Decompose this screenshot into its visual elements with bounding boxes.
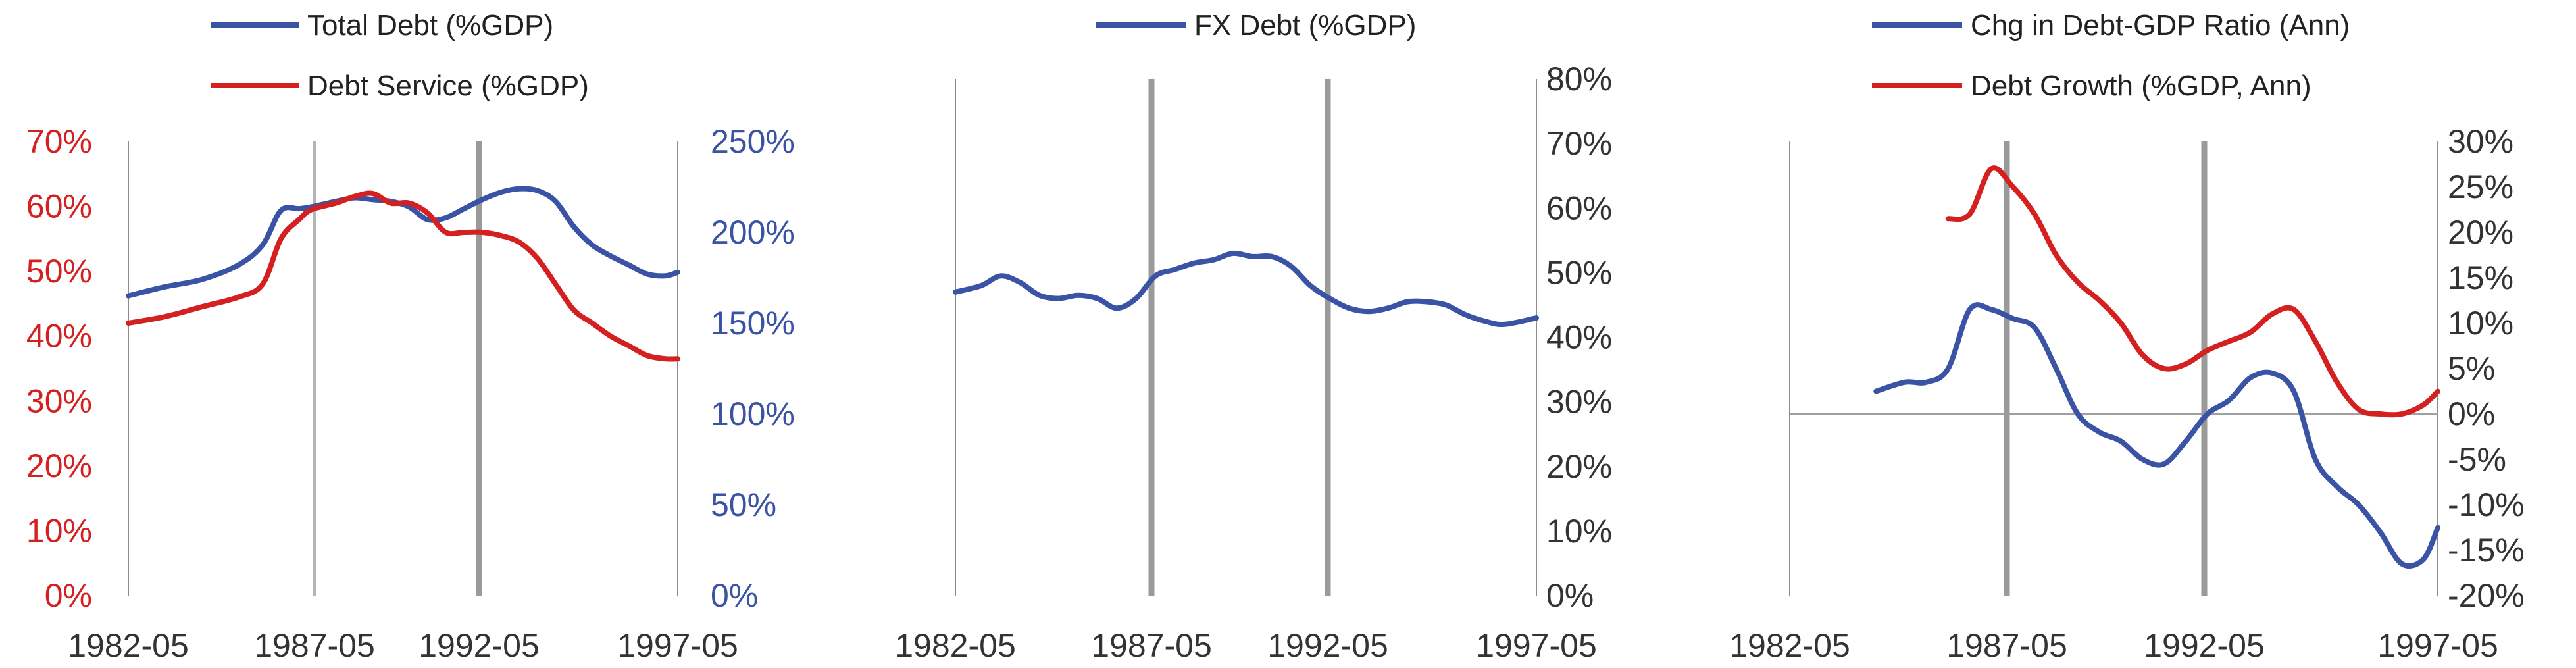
right-tick-label: 60% bbox=[1546, 190, 1612, 226]
x-tick-label: 1997-05 bbox=[1476, 627, 1597, 664]
right-tick-label: 30% bbox=[1546, 384, 1612, 421]
right-axis-ticks: 0% 10% 20% 30% 40% 50% 60% 70% 80% bbox=[1546, 61, 1612, 614]
left-tick-label: 40% bbox=[26, 318, 92, 355]
series-line-debt-service-gdp bbox=[126, 190, 680, 362]
right-tick-label: 5% bbox=[2448, 350, 2495, 387]
right-axis-ticks: -20% -15% -10% -5% 0% 5% 10% 15% 20% 25% 30% bbox=[2448, 123, 2525, 614]
right-tick-label: -15% bbox=[2448, 532, 2525, 569]
x-tick-label: 1982-05 bbox=[895, 627, 1016, 664]
series-line-fx-debt-gdp bbox=[953, 250, 1539, 328]
series-lines bbox=[126, 186, 680, 362]
chart-fx-debt: FX Debt (%GDP) 0% 10% 20% 30% 40% 50% 60% 70% 80… bbox=[895, 9, 1612, 664]
x-axis-ticks: 1982-05 1987-05 1992-05 1997-05 bbox=[68, 627, 738, 664]
right-tick-label: 30% bbox=[2448, 123, 2513, 160]
x-tick-label: 1987-05 bbox=[254, 627, 375, 664]
legend: Chg in Debt-GDP Ratio (Ann) Debt Growth … bbox=[1872, 9, 2350, 102]
left-axis-ticks: 0% 10% 20% 30% 40% 50% 60% 70% bbox=[26, 123, 92, 614]
x-tick-label: 1992-05 bbox=[1267, 627, 1388, 664]
right-tick-label: 20% bbox=[1546, 448, 1612, 485]
right-tick-label: 0% bbox=[711, 577, 758, 614]
legend-label-debt-growth: Debt Growth (%GDP, Ann) bbox=[1971, 70, 2311, 102]
right-tick-label: -5% bbox=[2448, 441, 2506, 478]
right-tick-label: -10% bbox=[2448, 486, 2525, 523]
left-tick-label: 0% bbox=[45, 577, 92, 614]
left-tick-label: 60% bbox=[26, 188, 92, 225]
series-line-chg-in-debt-gdp-ratio-ann bbox=[1873, 302, 2440, 569]
left-tick-label: 70% bbox=[26, 123, 92, 160]
legend-label-chg-debt-gdp: Chg in Debt-GDP Ratio (Ann) bbox=[1971, 9, 2350, 41]
x-tick-label: 1982-05 bbox=[1729, 627, 1850, 664]
right-tick-label: 15% bbox=[2448, 259, 2513, 296]
x-tick-label: 1992-05 bbox=[2144, 627, 2265, 664]
right-tick-label: 40% bbox=[1546, 319, 1612, 356]
right-tick-label: 80% bbox=[1546, 61, 1612, 97]
right-tick-label: -20% bbox=[2448, 577, 2525, 614]
left-tick-label: 50% bbox=[26, 253, 92, 290]
legend-label-total-debt: Total Debt (%GDP) bbox=[307, 9, 553, 41]
plot-frame bbox=[955, 79, 1537, 596]
chart-debt-gdp-change-and-growth: Chg in Debt-GDP Ratio (Ann) Debt Growth … bbox=[1729, 9, 2524, 664]
x-tick-label: 1997-05 bbox=[617, 627, 738, 664]
right-tick-label: 250% bbox=[711, 123, 795, 160]
chart-total-debt-and-debt-service: Total Debt (%GDP) Debt Service (%GDP) 0%… bbox=[26, 9, 795, 664]
series-line-debt-growth-gdp-ann bbox=[1945, 165, 2440, 418]
right-tick-label: 70% bbox=[1546, 125, 1612, 162]
right-tick-label: 0% bbox=[2448, 396, 2495, 432]
right-tick-label: 200% bbox=[711, 214, 795, 251]
right-tick-label: 50% bbox=[1546, 254, 1612, 291]
legend: Total Debt (%GDP) Debt Service (%GDP) bbox=[211, 9, 589, 102]
x-tick-label: 1982-05 bbox=[68, 627, 189, 664]
x-tick-label: 1987-05 bbox=[1091, 627, 1212, 664]
legend-label-fx-debt: FX Debt (%GDP) bbox=[1194, 9, 1416, 41]
right-tick-label: 100% bbox=[711, 396, 795, 432]
left-tick-label: 10% bbox=[26, 512, 92, 549]
plot-frame bbox=[1789, 141, 2438, 596]
right-tick-label: 10% bbox=[1546, 513, 1612, 550]
series-lines bbox=[1873, 165, 2440, 569]
legend-label-debt-service: Debt Service (%GDP) bbox=[307, 70, 589, 102]
plot-frame bbox=[128, 141, 678, 596]
right-tick-label: 25% bbox=[2448, 168, 2513, 205]
x-axis-ticks: 1982-05 1987-05 1992-05 1997-05 bbox=[895, 627, 1597, 664]
right-tick-label: 20% bbox=[2448, 214, 2513, 251]
right-tick-label: 50% bbox=[711, 486, 776, 523]
left-tick-label: 30% bbox=[26, 382, 92, 419]
x-tick-label: 1987-05 bbox=[1946, 627, 2067, 664]
left-tick-label: 20% bbox=[26, 448, 92, 484]
right-tick-label: 150% bbox=[711, 305, 795, 342]
right-tick-label: 10% bbox=[2448, 305, 2513, 342]
series-lines bbox=[953, 250, 1539, 328]
right-axis-ticks: 0% 50% 100% 150% 200% 250% bbox=[711, 123, 795, 614]
x-tick-label: 1992-05 bbox=[418, 627, 540, 664]
x-tick-label: 1997-05 bbox=[2377, 627, 2498, 664]
legend: FX Debt (%GDP) bbox=[1096, 9, 1416, 41]
x-axis-ticks: 1982-05 1987-05 1992-05 1997-05 bbox=[1729, 627, 2498, 664]
right-tick-label: 0% bbox=[1546, 577, 1594, 614]
